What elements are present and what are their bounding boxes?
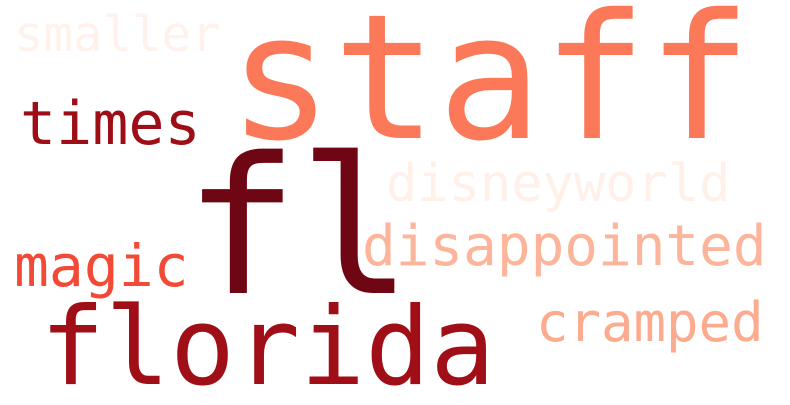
word-fl: fl — [184, 117, 413, 338]
word-smaller: smaller — [14, 6, 221, 63]
word-cramped: cramped — [536, 291, 764, 354]
word-magic: magic — [14, 232, 189, 300]
word-times: times — [20, 89, 201, 159]
word-staff: staff — [228, 0, 752, 180]
word-florida: florida — [40, 285, 496, 405]
word-disappointed: disappointed — [362, 214, 767, 279]
word-disneyworld: disneyworld — [386, 154, 731, 214]
